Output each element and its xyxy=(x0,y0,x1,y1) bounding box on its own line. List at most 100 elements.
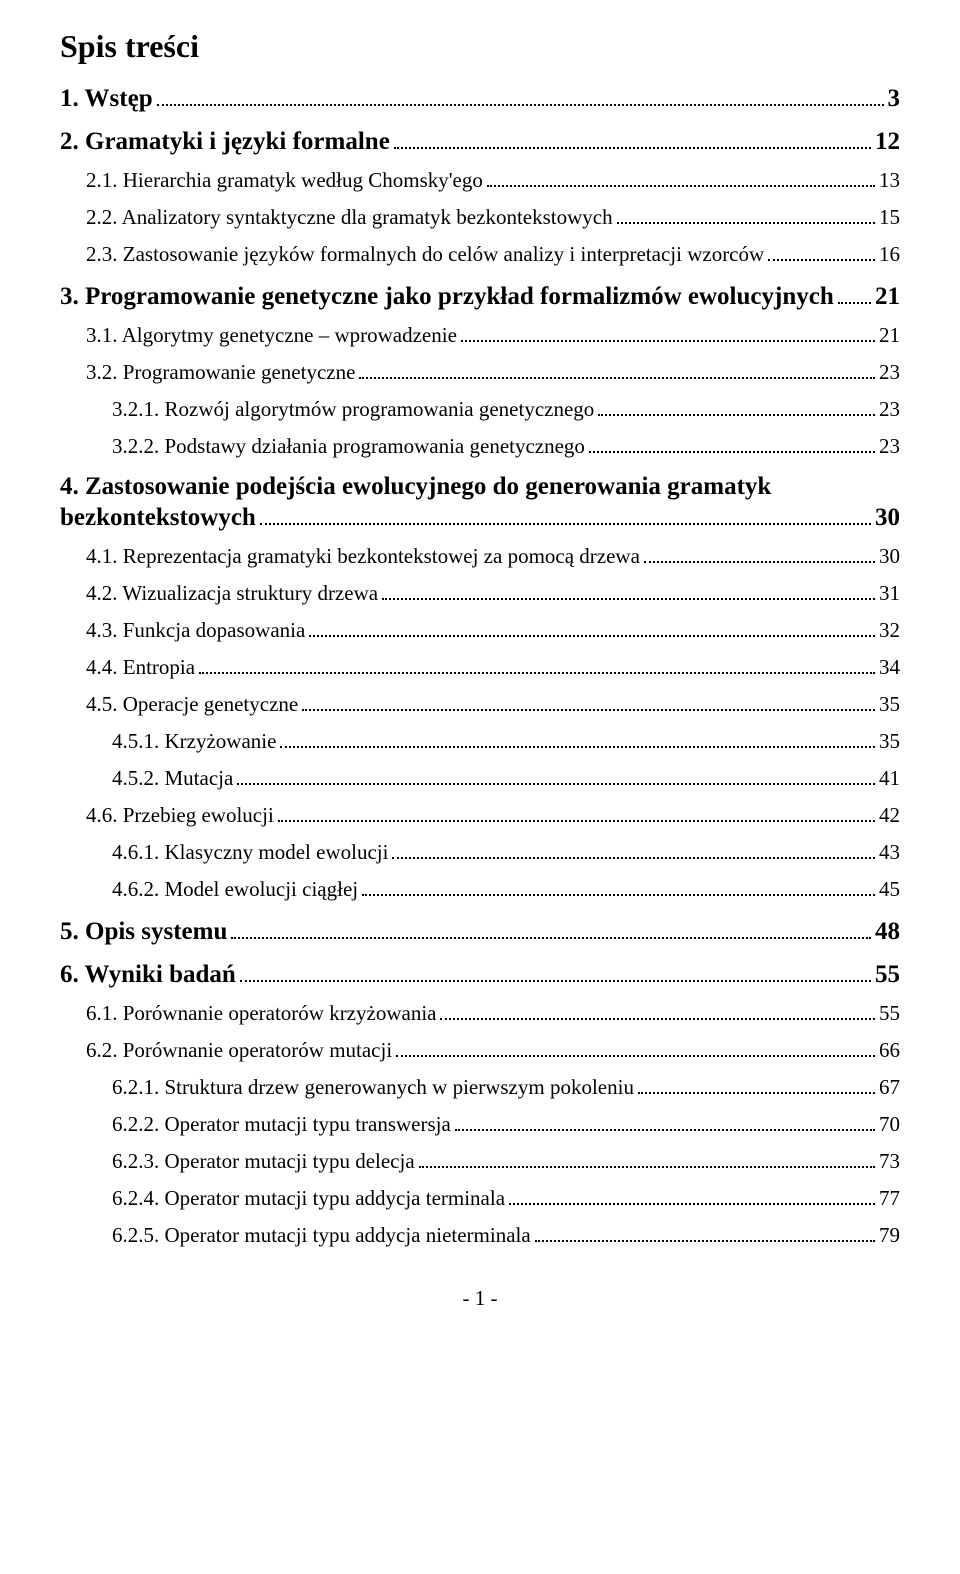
toc-leader-dots xyxy=(392,840,875,859)
toc-entry: 4.5.2. Mutacja 41 xyxy=(60,766,900,791)
toc-leader-dots xyxy=(589,434,875,453)
toc-entry: 2.2. Analizatory syntaktyczne dla gramat… xyxy=(60,205,900,230)
toc-leader-dots xyxy=(382,581,875,600)
toc-entry-page: 21 xyxy=(879,323,900,348)
toc-entry-label: 4.6.1. Klasyczny model ewolucji xyxy=(112,840,388,865)
toc-entry-label: 5. Opis systemu xyxy=(60,918,227,946)
toc-entry-page: 23 xyxy=(879,360,900,385)
toc-leader-dots xyxy=(157,83,884,106)
toc-entry: 4.1. Reprezentacja gramatyki bezkontekst… xyxy=(60,544,900,569)
toc-entry-label: 6.2. Porównanie operatorów mutacji xyxy=(86,1038,392,1063)
toc-entry-label: 2.1. Hierarchia gramatyk według Chomsky'… xyxy=(86,168,483,193)
toc-entry-page: 73 xyxy=(879,1149,900,1174)
toc-entry-page: 67 xyxy=(879,1075,900,1100)
toc-entry: 3.2. Programowanie genetyczne 23 xyxy=(60,360,900,385)
toc-entry: 4.2. Wizualizacja struktury drzewa 31 xyxy=(60,581,900,606)
toc-entry: 3.2.2. Podstawy działania programowania … xyxy=(60,434,900,459)
toc-entry-page: 23 xyxy=(879,397,900,422)
toc-entry-label: 3.2. Programowanie genetyczne xyxy=(86,360,355,385)
toc-leader-dots xyxy=(237,766,875,785)
toc-entry-page: 41 xyxy=(879,766,900,791)
toc-entry-label-top: 4. Zastosowanie podejścia ewolucyjnego d… xyxy=(60,473,900,501)
toc-leader-dots xyxy=(638,1075,875,1094)
toc-entry: 6. Wyniki badań 55 xyxy=(60,960,900,990)
toc-entry-page: 16 xyxy=(879,242,900,267)
toc-entry-page: 35 xyxy=(879,729,900,754)
toc-leader-dots xyxy=(617,205,875,224)
toc-leader-dots xyxy=(455,1112,875,1131)
toc-entry-page: 3 xyxy=(888,85,901,113)
toc-entry-page: 45 xyxy=(879,877,900,902)
toc-entry-label: 3. Programowanie genetyczne jako przykła… xyxy=(60,283,834,311)
toc-entry-page: 31 xyxy=(879,581,900,606)
toc-entry: 4.6.1. Klasyczny model ewolucji43 xyxy=(60,840,900,865)
toc-title: Spis treści xyxy=(60,28,900,65)
toc-leader-dots xyxy=(260,503,871,526)
toc-entry-label: 2. Gramatyki i języki formalne xyxy=(60,128,390,156)
toc-entry: 6.2.4. Operator mutacji typu addycja ter… xyxy=(60,1186,900,1211)
toc-leader-dots xyxy=(440,1001,875,1020)
toc-entry-page: 34 xyxy=(879,655,900,680)
toc-entry-label: 1. Wstęp xyxy=(60,85,153,113)
toc-entry-label: 6.1. Porównanie operatorów krzyżowania xyxy=(86,1001,436,1026)
toc-entry-label: 3.2.1. Rozwój algorytmów programowania g… xyxy=(112,397,594,422)
page-footer: - 1 - xyxy=(60,1286,900,1311)
toc-leader-dots xyxy=(240,960,871,983)
toc-entry: 6.1. Porównanie operatorów krzyżowania 55 xyxy=(60,1001,900,1026)
toc-entry-label: 3.2.2. Podstawy działania programowania … xyxy=(112,434,585,459)
toc-leader-dots xyxy=(461,323,875,342)
toc-list: 1. Wstęp 3 2. Gramatyki i języki formalne 1… xyxy=(60,83,900,1248)
toc-entry: 5. Opis systemu 48 xyxy=(60,916,900,946)
toc-entry-label: 4.2. Wizualizacja struktury drzewa xyxy=(86,581,378,606)
toc-entry: bezkontekstowych30 xyxy=(60,503,900,533)
toc-entry-page: 55 xyxy=(875,961,900,989)
toc-leader-dots xyxy=(419,1149,875,1168)
toc-entry-label: 4.5.2. Mutacja xyxy=(112,766,233,791)
toc-leader-dots xyxy=(487,168,875,187)
toc-entry-page: 55 xyxy=(879,1001,900,1026)
toc-entry: 6.2. Porównanie operatorów mutacji66 xyxy=(60,1038,900,1063)
toc-entry-label: 6.2.5. Operator mutacji typu addycja nie… xyxy=(112,1223,531,1248)
toc-leader-dots xyxy=(394,127,871,150)
toc-entry-label: 4.6.2. Model ewolucji ciągłej xyxy=(112,877,358,902)
toc-entry: 6.2.2. Operator mutacji typu transwersja… xyxy=(60,1112,900,1137)
toc-leader-dots xyxy=(231,916,871,939)
toc-entry-page: 21 xyxy=(875,283,900,311)
toc-entry-page: 48 xyxy=(875,918,900,946)
toc-entry: 4.5.1. Krzyżowanie35 xyxy=(60,729,900,754)
toc-entry: 4.3. Funkcja dopasowania32 xyxy=(60,618,900,643)
toc-entry-label: 6.2.3. Operator mutacji typu delecja xyxy=(112,1149,415,1174)
toc-leader-dots xyxy=(768,242,875,261)
toc-leader-dots xyxy=(359,360,875,379)
toc-entry: 2.1. Hierarchia gramatyk według Chomsky'… xyxy=(60,168,900,193)
toc-entry: 3.1. Algorytmy genetyczne – wprowadzenie… xyxy=(60,323,900,348)
toc-entry: 1. Wstęp 3 xyxy=(60,83,900,113)
toc-entry: 4.6. Przebieg ewolucji 42 xyxy=(60,803,900,828)
toc-entry-label: 4.5. Operacje genetyczne xyxy=(86,692,298,717)
toc-entry-label: 2.2. Analizatory syntaktyczne dla gramat… xyxy=(86,205,613,230)
toc-entry-page: 30 xyxy=(879,544,900,569)
toc-entry: 3.2.1. Rozwój algorytmów programowania g… xyxy=(60,397,900,422)
toc-entry-page: 77 xyxy=(879,1186,900,1211)
toc-entry-label: 4.1. Reprezentacja gramatyki bezkontekst… xyxy=(86,544,640,569)
toc-leader-dots xyxy=(362,877,875,896)
toc-entry-label: 6.2.1. Struktura drzew generowanych w pi… xyxy=(112,1075,634,1100)
toc-leader-dots xyxy=(838,281,871,304)
toc-entry-label: 3.1. Algorytmy genetyczne – wprowadzenie xyxy=(86,323,457,348)
toc-entry: 2. Gramatyki i języki formalne 12 xyxy=(60,127,900,157)
toc-leader-dots xyxy=(199,655,875,674)
toc-entry-label: 4.6. Przebieg ewolucji xyxy=(86,803,274,828)
toc-entry: 4.5. Operacje genetyczne35 xyxy=(60,692,900,717)
toc-entry-page: 12 xyxy=(875,128,900,156)
toc-leader-dots xyxy=(535,1223,875,1242)
toc-entry-page: 42 xyxy=(879,803,900,828)
toc-entry-label: 6.2.2. Operator mutacji typu transwersja xyxy=(112,1112,451,1137)
toc-entry-page: 13 xyxy=(879,168,900,193)
toc-leader-dots xyxy=(302,692,875,711)
toc-entry-page: 15 xyxy=(879,205,900,230)
toc-leader-dots xyxy=(309,618,875,637)
toc-entry-page: 23 xyxy=(879,434,900,459)
toc-entry: 6.2.1. Struktura drzew generowanych w pi… xyxy=(60,1075,900,1100)
toc-entry-label: 6. Wyniki badań xyxy=(60,961,236,989)
toc-leader-dots xyxy=(598,397,875,416)
